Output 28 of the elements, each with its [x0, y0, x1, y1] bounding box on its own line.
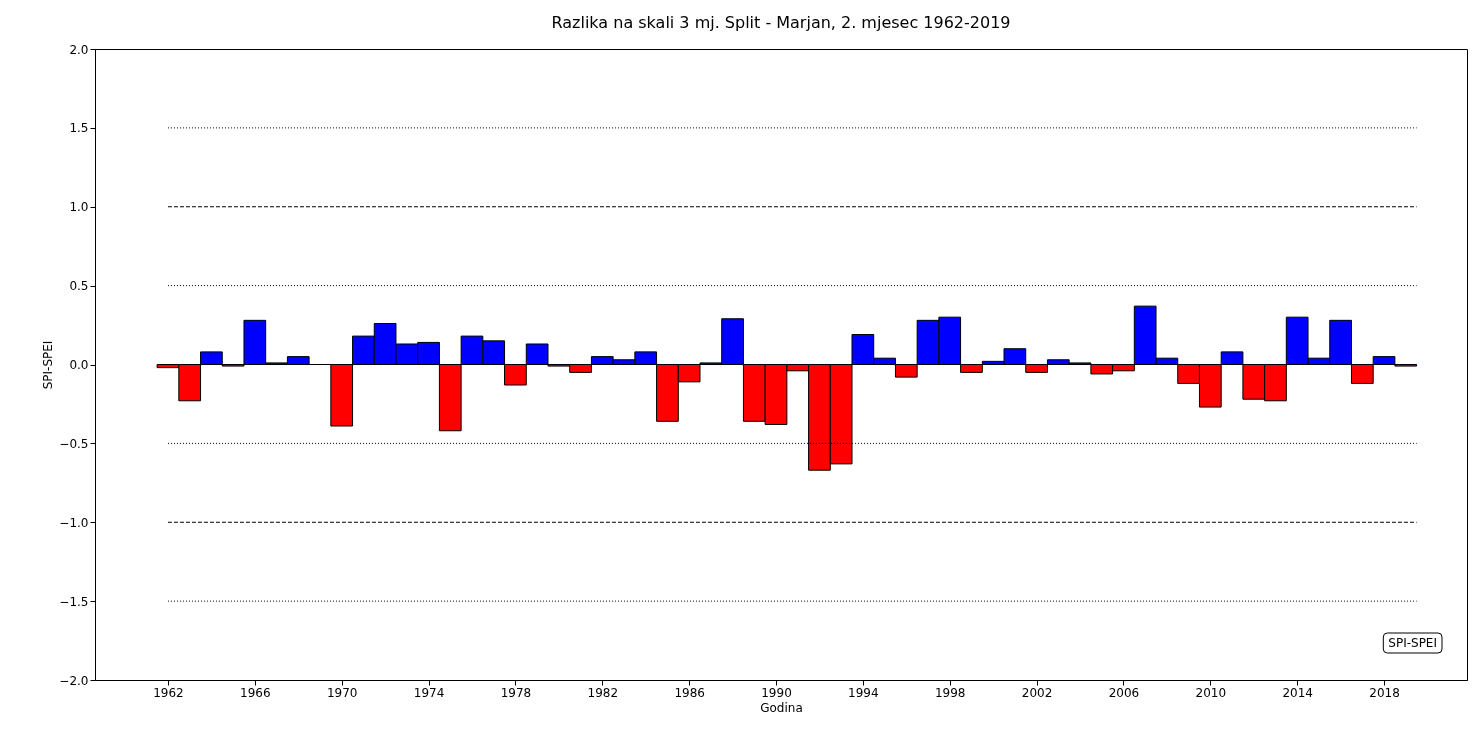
x-tick-label: 2010 — [1195, 685, 1227, 700]
x-tick-label: 1982 — [587, 685, 619, 700]
x-tick-label: 2018 — [1369, 685, 1400, 700]
x-tick-label: 1998 — [934, 685, 966, 700]
x-tick-label: 1978 — [500, 685, 532, 700]
y-tick-label: 0.5 — [69, 279, 89, 294]
y-axis-title: SPI-SPEI — [41, 340, 56, 390]
annotation: SPI-SPEI — [1388, 636, 1437, 650]
x-tick-label: 1962 — [153, 685, 184, 700]
y-tick-label: 2.0 — [69, 42, 89, 57]
x-tick-label: 1994 — [848, 685, 879, 700]
x-tick-label: 1986 — [674, 685, 705, 700]
x-tick-label: 1970 — [326, 685, 358, 700]
y-tick-label: 1.5 — [69, 121, 89, 136]
y-tick-label: −0.5 — [59, 436, 89, 451]
x-tick-label: 2014 — [1282, 685, 1313, 700]
x-tick-label: 2006 — [1108, 685, 1140, 700]
y-tick-label: 1.0 — [69, 200, 89, 215]
x-tick-label: 1966 — [240, 685, 271, 700]
chart-title: Razlika na skali 3 mj. Split - Marjan, 2. mjesec 1962-2019 — [551, 13, 1011, 32]
y-tick-label: −1.5 — [59, 594, 89, 609]
y-tick-label: 0.0 — [69, 358, 89, 372]
y-tick-label: −1.0 — [59, 515, 89, 530]
x-tick-label: 1974 — [413, 685, 445, 700]
y-tick-label: −2.0 — [59, 673, 89, 688]
x-tick-label: 2002 — [1021, 685, 1053, 700]
x-tick-label: 1990 — [761, 685, 792, 700]
x-axis-title: Godina — [760, 700, 803, 715]
